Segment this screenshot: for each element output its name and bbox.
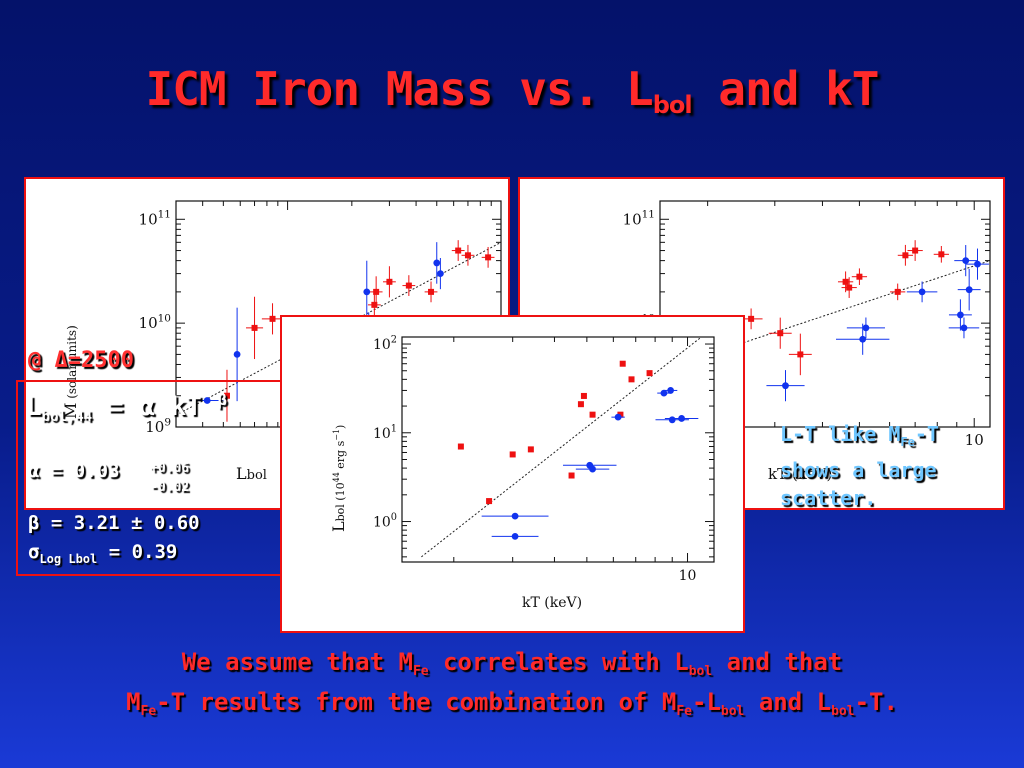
data-point-blue <box>678 415 685 422</box>
data-point-blue <box>918 288 926 296</box>
y-axis-label: Lbol (1044 erg s−1) <box>329 425 348 532</box>
x-axis-label: kT (keV) <box>522 595 582 611</box>
data-point-blue <box>436 270 444 277</box>
slide-title: ICM Iron Mass vs. Lbol and kT <box>145 62 880 119</box>
data-point-red <box>251 324 258 331</box>
data-point-red <box>912 247 919 254</box>
data-point-blue <box>589 465 596 473</box>
data-point-red <box>457 443 464 450</box>
data-point-red <box>509 451 516 458</box>
data-point-red <box>797 351 804 358</box>
conclusion-line-1: We assume that MFe correlates with Lbol … <box>181 648 843 679</box>
fit-alpha-errors: +0.06 -0.02 <box>150 461 190 495</box>
data-point-red <box>464 252 471 259</box>
plot-frame <box>659 200 991 428</box>
data-point-red <box>846 284 853 291</box>
x-axis-label: kT (keV) <box>768 465 832 483</box>
data-point-blue <box>974 260 981 268</box>
data-point-red <box>628 376 635 383</box>
data-point-red <box>856 273 863 280</box>
data-point-red <box>580 392 587 399</box>
chart-lbol-vs-kt: 102 101 100 10 kT (keV) Lbol (1044 erg s−1) <box>280 315 745 633</box>
data-point-blue <box>859 335 867 343</box>
data-point-red <box>455 247 462 254</box>
y-axis-label: M (solar units) <box>61 325 80 419</box>
data-point-blue <box>614 413 622 421</box>
data-point-red <box>619 360 626 367</box>
y-tick-label: 102 <box>373 335 397 353</box>
y-tick-label: 100 <box>373 512 397 530</box>
data-point-blue <box>962 257 970 265</box>
fit-line <box>421 336 702 558</box>
plot-frame <box>401 336 715 563</box>
data-point-red <box>894 288 901 295</box>
data-point-red <box>902 252 909 259</box>
data-point-blue <box>667 387 674 394</box>
data-point-red <box>617 411 624 418</box>
data-point-red <box>938 251 945 258</box>
y-tick-label: 1010 <box>139 312 171 332</box>
data-point-blue <box>511 532 519 540</box>
data-point-red <box>485 254 492 261</box>
data-point-red <box>842 278 849 285</box>
data-point-blue <box>668 416 676 424</box>
scatter-note: L-T like MFe-T shows a large scatter. <box>780 422 939 510</box>
chart-lbol-vs-kt-svg: 102 101 100 10 kT (keV) Lbol (1044 erg s−1) <box>329 335 715 611</box>
data-point-blue <box>203 397 211 404</box>
data-point-blue <box>957 311 964 319</box>
fit-scatter: σLog Lbol = 0.39 <box>28 541 178 566</box>
fit-relation: Lbol,44 = α kT β <box>26 390 228 425</box>
y-tick-label: 1011 <box>139 209 171 229</box>
data-point-blue <box>233 351 241 358</box>
fit-beta: β = 3.21 ± 0.60 <box>28 512 200 534</box>
data-point-red <box>777 330 784 337</box>
data-point-red <box>405 282 412 289</box>
data-point-blue <box>660 389 668 397</box>
data-point-blue <box>960 324 968 332</box>
y-axis-label-text: M (solar units) <box>61 325 80 419</box>
y-axis-label-text: Lbol (1044 erg s−1) <box>329 425 348 532</box>
data-point-red <box>527 446 534 453</box>
x-tick-label: 10 <box>965 431 984 449</box>
data-point-red <box>486 498 493 505</box>
x-axis-label: Lbol <box>236 464 267 483</box>
data-point-red <box>646 370 653 377</box>
data-point-blue <box>511 512 519 520</box>
y-tick-label: 109 <box>145 416 171 436</box>
conclusion-line-2: MFe-T results from the combination of MF… <box>126 688 898 719</box>
x-tick-label: 10 <box>679 568 697 584</box>
y-tick-label: 101 <box>373 423 397 441</box>
data-point-red <box>373 288 380 295</box>
data-point-blue <box>782 382 789 390</box>
data-point-red <box>371 301 378 308</box>
data-point-red <box>568 472 575 479</box>
data-point-red <box>223 392 230 399</box>
data-point-blue <box>433 259 441 267</box>
data-point-red <box>269 315 276 322</box>
data-point-red <box>589 411 596 418</box>
data-point-blue <box>862 324 870 332</box>
data-point-red <box>748 315 755 322</box>
data-point-red <box>577 401 584 408</box>
overdensity-label: @ Δ=2500 <box>28 348 134 373</box>
data-point-red <box>428 288 435 295</box>
fit-alpha: α = 0.03 <box>28 460 120 482</box>
data-point-blue <box>965 286 973 294</box>
y-tick-label: 1011 <box>623 209 655 229</box>
data-point-red <box>386 278 393 285</box>
data-point-blue <box>363 288 371 296</box>
